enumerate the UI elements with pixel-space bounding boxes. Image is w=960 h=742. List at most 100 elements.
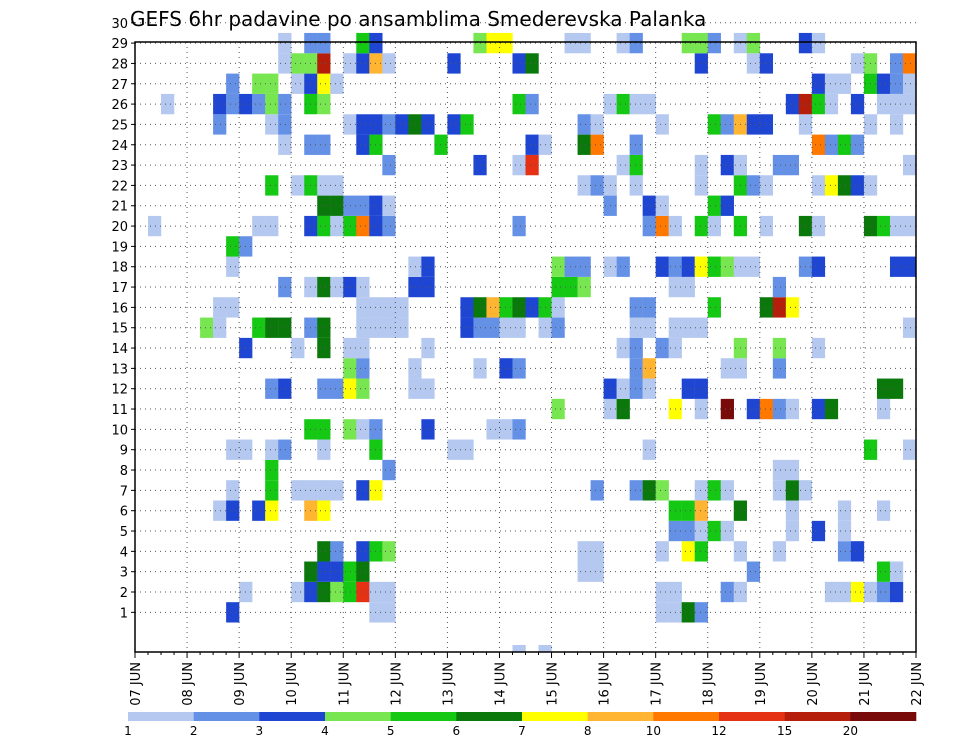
heatmap-cell bbox=[265, 215, 279, 237]
heatmap-cell bbox=[681, 317, 695, 338]
heatmap-cell bbox=[876, 378, 891, 399]
heatmap-cell bbox=[226, 236, 240, 257]
heatmap-cell bbox=[356, 114, 370, 135]
legend-label: 3 bbox=[256, 724, 264, 738]
heatmap-cell bbox=[317, 195, 331, 216]
heatmap-cell bbox=[785, 297, 800, 318]
heatmap-cell bbox=[382, 317, 396, 338]
heatmap-cell bbox=[850, 581, 865, 603]
y-tick-label: 13 bbox=[111, 362, 128, 377]
heatmap-cell bbox=[291, 581, 305, 603]
heatmap-cell bbox=[655, 195, 669, 216]
heatmap-cell bbox=[850, 53, 865, 74]
heatmap-cell bbox=[278, 134, 292, 155]
heatmap-cell bbox=[408, 358, 422, 379]
heatmap-cell bbox=[902, 93, 917, 115]
heatmap-cell bbox=[356, 581, 370, 603]
heatmap-cell bbox=[486, 297, 500, 318]
heatmap-cell bbox=[694, 175, 708, 196]
heatmap-cell bbox=[356, 134, 370, 155]
heatmap-cell bbox=[694, 520, 708, 542]
heatmap-cell bbox=[356, 276, 370, 298]
heatmap-cell bbox=[395, 297, 409, 318]
heatmap-cell bbox=[694, 398, 708, 420]
legend-swatch bbox=[587, 712, 654, 721]
heatmap-cell bbox=[707, 520, 721, 542]
heatmap-cell bbox=[200, 317, 214, 338]
heatmap-cell bbox=[720, 114, 734, 135]
heatmap-cell bbox=[629, 480, 643, 501]
heatmap-cell bbox=[785, 480, 800, 501]
heatmap-cell bbox=[525, 297, 539, 318]
heatmap-cell bbox=[811, 215, 826, 237]
heatmap-cell bbox=[252, 93, 266, 115]
color-legend: 1 2 3 4 5 6 7 8 10 12 15 20 bbox=[124, 712, 917, 738]
heatmap-cell bbox=[486, 419, 500, 440]
heatmap-cell bbox=[616, 378, 630, 399]
heatmap-cell bbox=[655, 114, 669, 135]
heatmap-cell bbox=[551, 398, 565, 420]
heatmap-cell bbox=[746, 53, 760, 74]
heatmap-cell bbox=[291, 73, 305, 94]
heatmap-cell bbox=[811, 134, 826, 155]
heatmap-cell bbox=[590, 134, 604, 155]
x-tick-label: 19 JUN bbox=[754, 662, 769, 706]
heatmap-cell bbox=[356, 317, 370, 338]
heatmap-cell bbox=[577, 134, 591, 155]
heatmap-cell bbox=[577, 32, 591, 54]
legend-swatch bbox=[193, 712, 260, 721]
heatmap-cell bbox=[616, 398, 630, 420]
heatmap-cell bbox=[889, 561, 904, 582]
heatmap-cell bbox=[681, 500, 695, 521]
heatmap-cell bbox=[590, 175, 604, 196]
y-tick-label: 23 bbox=[111, 159, 128, 174]
heatmap-cell bbox=[694, 541, 708, 562]
y-tick-label: 24 bbox=[111, 139, 128, 154]
chart-title: GEFS 6hr padavine po ansamblima Smederev… bbox=[130, 7, 706, 31]
heatmap-cell bbox=[265, 378, 279, 399]
heatmap-cell bbox=[330, 215, 344, 237]
legend-label: 2 bbox=[190, 724, 198, 738]
heatmap-cell bbox=[252, 215, 266, 237]
heatmap-cell bbox=[889, 256, 904, 277]
heatmap-cell bbox=[655, 581, 669, 603]
heatmap-cell bbox=[330, 195, 344, 216]
heatmap-cell bbox=[642, 358, 656, 379]
legend-swatch bbox=[390, 712, 457, 721]
heatmap-cell bbox=[902, 215, 917, 237]
heatmap-cell bbox=[343, 53, 357, 74]
heatmap-cell bbox=[356, 419, 370, 440]
heatmap-cell bbox=[330, 175, 344, 196]
heatmap-cell bbox=[317, 337, 331, 359]
heatmap-cell bbox=[317, 561, 331, 582]
x-tick-label: 12 JUN bbox=[389, 662, 404, 706]
heatmap-cell bbox=[759, 175, 774, 196]
heatmap-cell bbox=[213, 297, 227, 318]
heatmap-cell bbox=[551, 256, 565, 277]
heatmap-cell bbox=[343, 378, 357, 399]
heatmap-cell bbox=[499, 358, 513, 379]
heatmap-cell bbox=[343, 276, 357, 298]
heatmap-cell bbox=[512, 215, 526, 237]
heatmap-cell bbox=[317, 419, 331, 440]
heatmap-cell bbox=[408, 378, 422, 399]
heatmap-cell bbox=[356, 378, 370, 399]
heatmap-cell bbox=[772, 541, 787, 562]
heatmap-cell bbox=[278, 53, 292, 74]
legend-label: 1 bbox=[124, 724, 132, 738]
heatmap-cell bbox=[759, 215, 774, 237]
heatmap-cell bbox=[460, 297, 474, 318]
heatmap-cell bbox=[317, 541, 331, 562]
heatmap-cell bbox=[837, 134, 852, 155]
heatmap-cell bbox=[785, 520, 800, 542]
y-tick-label: 21 bbox=[111, 200, 128, 215]
heatmap-cell bbox=[876, 500, 891, 521]
heatmap-cell bbox=[655, 337, 669, 359]
heatmap-cell bbox=[642, 317, 656, 338]
heatmap-cell bbox=[720, 520, 734, 542]
heatmap-cell bbox=[317, 317, 331, 338]
x-axis: 07 JUN 08 JUN 09 JUN 10 JUN 11 JUN 12 JUN 13 J… bbox=[129, 652, 925, 706]
heatmap-cell bbox=[317, 53, 331, 74]
heatmap-cell bbox=[642, 297, 656, 318]
x-tick-label: 08 JUN bbox=[181, 662, 196, 706]
